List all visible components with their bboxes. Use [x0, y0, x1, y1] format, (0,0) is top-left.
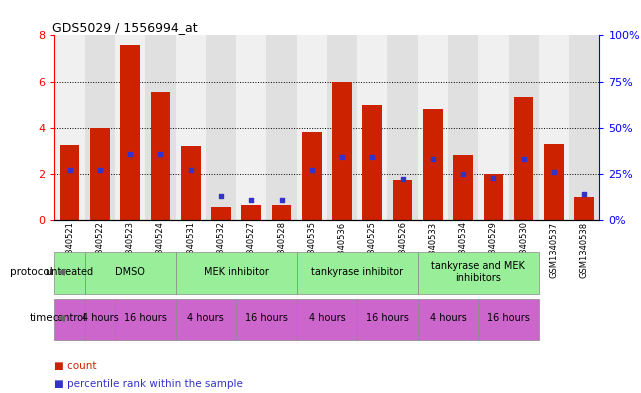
Bar: [236, 299, 297, 340]
Bar: [357, 35, 387, 220]
Text: tankyrase and MEK
inhibitors: tankyrase and MEK inhibitors: [431, 261, 525, 283]
Text: DMSO: DMSO: [115, 267, 145, 277]
Bar: [242, 205, 261, 220]
Point: [458, 171, 469, 177]
Bar: [206, 35, 236, 220]
Text: control: control: [53, 313, 87, 323]
Bar: [574, 197, 594, 220]
Bar: [176, 252, 297, 294]
Point: [65, 167, 75, 173]
Bar: [478, 35, 508, 220]
Bar: [267, 35, 297, 220]
Bar: [297, 299, 357, 340]
Text: protocol: protocol: [10, 267, 53, 277]
Bar: [387, 35, 418, 220]
Bar: [272, 205, 292, 220]
Bar: [539, 35, 569, 220]
Bar: [85, 252, 176, 294]
Point: [95, 167, 105, 173]
Bar: [176, 299, 236, 340]
Bar: [54, 299, 85, 340]
Bar: [544, 144, 564, 220]
Bar: [453, 156, 473, 220]
Bar: [60, 145, 79, 220]
Point: [246, 196, 256, 203]
Bar: [297, 252, 418, 294]
Text: MEK inhibitor: MEK inhibitor: [204, 267, 269, 277]
Point: [397, 176, 408, 183]
Bar: [393, 180, 412, 220]
Bar: [181, 146, 201, 220]
Bar: [211, 208, 231, 220]
Bar: [423, 109, 443, 220]
Text: 16 hours: 16 hours: [245, 313, 288, 323]
Bar: [85, 35, 115, 220]
Text: 4 hours: 4 hours: [187, 313, 224, 323]
Bar: [176, 35, 206, 220]
Point: [337, 154, 347, 160]
Point: [488, 174, 499, 181]
Bar: [90, 128, 110, 220]
Bar: [115, 35, 146, 220]
Bar: [151, 92, 171, 220]
Bar: [357, 299, 418, 340]
Point: [186, 167, 196, 173]
Bar: [362, 105, 382, 220]
Text: 16 hours: 16 hours: [487, 313, 530, 323]
Point: [276, 196, 287, 203]
Bar: [418, 35, 448, 220]
Text: GDS5029 / 1556994_at: GDS5029 / 1556994_at: [52, 21, 197, 34]
Point: [125, 151, 135, 157]
Point: [367, 154, 378, 160]
Text: ■ count: ■ count: [54, 362, 97, 371]
Bar: [418, 299, 478, 340]
Bar: [302, 132, 322, 220]
Bar: [332, 82, 352, 220]
Text: 4 hours: 4 hours: [81, 313, 118, 323]
Text: time: time: [29, 313, 53, 323]
Bar: [85, 299, 115, 340]
Text: 16 hours: 16 hours: [124, 313, 167, 323]
Bar: [478, 299, 539, 340]
Bar: [483, 174, 503, 220]
Point: [549, 169, 559, 175]
Bar: [418, 252, 539, 294]
Point: [306, 167, 317, 173]
Point: [428, 156, 438, 162]
Bar: [514, 97, 533, 220]
Point: [216, 193, 226, 199]
Text: 4 hours: 4 hours: [308, 313, 345, 323]
Text: ■ percentile rank within the sample: ■ percentile rank within the sample: [54, 379, 244, 389]
Bar: [569, 35, 599, 220]
Bar: [115, 299, 176, 340]
Bar: [54, 252, 85, 294]
Bar: [236, 35, 267, 220]
Text: 16 hours: 16 hours: [366, 313, 409, 323]
Text: untreated: untreated: [46, 267, 94, 277]
Bar: [146, 35, 176, 220]
Point: [155, 151, 165, 157]
Point: [579, 191, 589, 197]
Bar: [508, 35, 539, 220]
Bar: [121, 44, 140, 220]
Bar: [448, 35, 478, 220]
Bar: [297, 35, 327, 220]
Text: 4 hours: 4 hours: [429, 313, 467, 323]
Bar: [54, 35, 85, 220]
Point: [519, 156, 529, 162]
Bar: [327, 35, 357, 220]
Text: tankyrase inhibitor: tankyrase inhibitor: [311, 267, 403, 277]
